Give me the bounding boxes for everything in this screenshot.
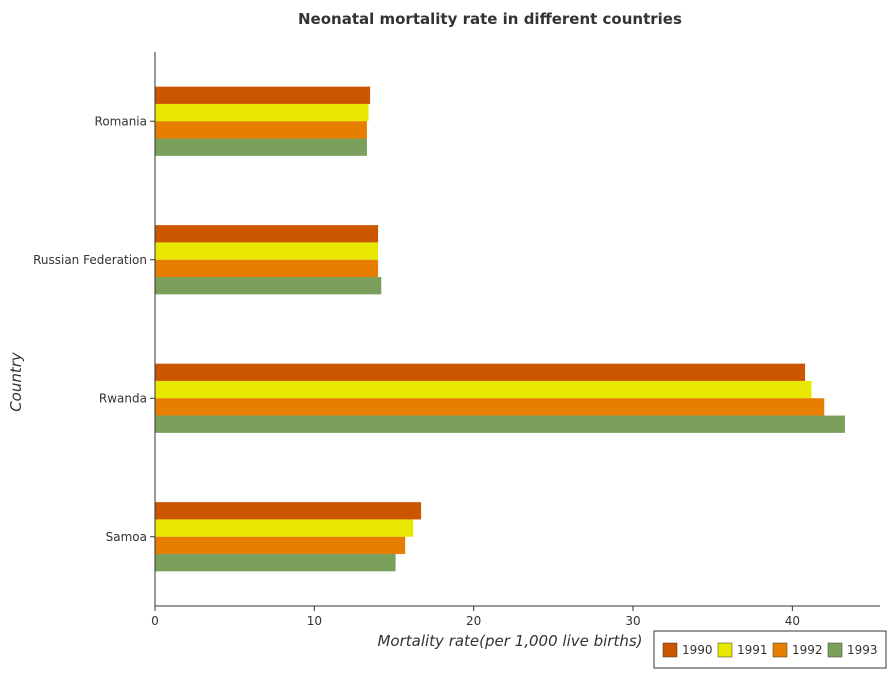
- chart-title: Neonatal mortality rate in different cou…: [298, 10, 682, 28]
- legend: 1990 1991 1992 1993: [653, 630, 887, 669]
- x-tick-label: 10: [307, 614, 322, 628]
- bar-samoa-1990: [155, 502, 422, 520]
- bar-samoa-1991: [155, 519, 414, 537]
- y-tick-label: Rwanda: [99, 391, 147, 405]
- y-axis-title: Country: [7, 351, 25, 412]
- legend-swatch-1992: [772, 642, 788, 658]
- y-tick-label: Samoa: [106, 530, 147, 544]
- y-tick-label: Romania: [95, 114, 147, 128]
- legend-swatch-1993: [827, 642, 843, 658]
- x-tick-label: 30: [625, 614, 640, 628]
- x-tick-label: 0: [151, 614, 159, 628]
- bar-russian-federation-1992: [155, 259, 379, 278]
- legend-label-1990: 1990: [682, 643, 713, 657]
- x-axis-title: Mortality rate(per 1,000 live births): [377, 632, 642, 650]
- legend-swatch-1990: [662, 642, 678, 658]
- bar-romania-1990: [155, 86, 371, 104]
- bar-romania-1993: [155, 138, 367, 156]
- bar-rwanda-1990: [155, 363, 806, 381]
- legend-label-1992: 1992: [792, 643, 823, 657]
- bar-rwanda-1991: [155, 380, 812, 399]
- y-tick-label: Russian Federation: [33, 253, 147, 267]
- legend-swatch-1991: [717, 642, 733, 658]
- bar-rwanda-1993: [155, 415, 845, 433]
- bar-russian-federation-1993: [155, 277, 382, 295]
- bar-samoa-1993: [155, 554, 396, 572]
- plot-area: Romania Russian Federation Rwanda Samoa 0 10 2…: [33, 52, 880, 628]
- legend-label-1991: 1991: [737, 643, 768, 657]
- legend-box: [653, 630, 887, 669]
- bar-romania-1991: [155, 103, 369, 122]
- bar-russian-federation-1990: [155, 225, 379, 243]
- x-tick-label: 40: [785, 614, 800, 628]
- bar-rwanda-1992: [155, 398, 825, 416]
- bar-russian-federation-1991: [155, 242, 379, 260]
- bar-samoa-1992: [155, 536, 406, 555]
- x-tick-label: 20: [466, 614, 481, 628]
- legend-label-1993: 1993: [847, 643, 878, 657]
- bar-romania-1992: [155, 121, 367, 139]
